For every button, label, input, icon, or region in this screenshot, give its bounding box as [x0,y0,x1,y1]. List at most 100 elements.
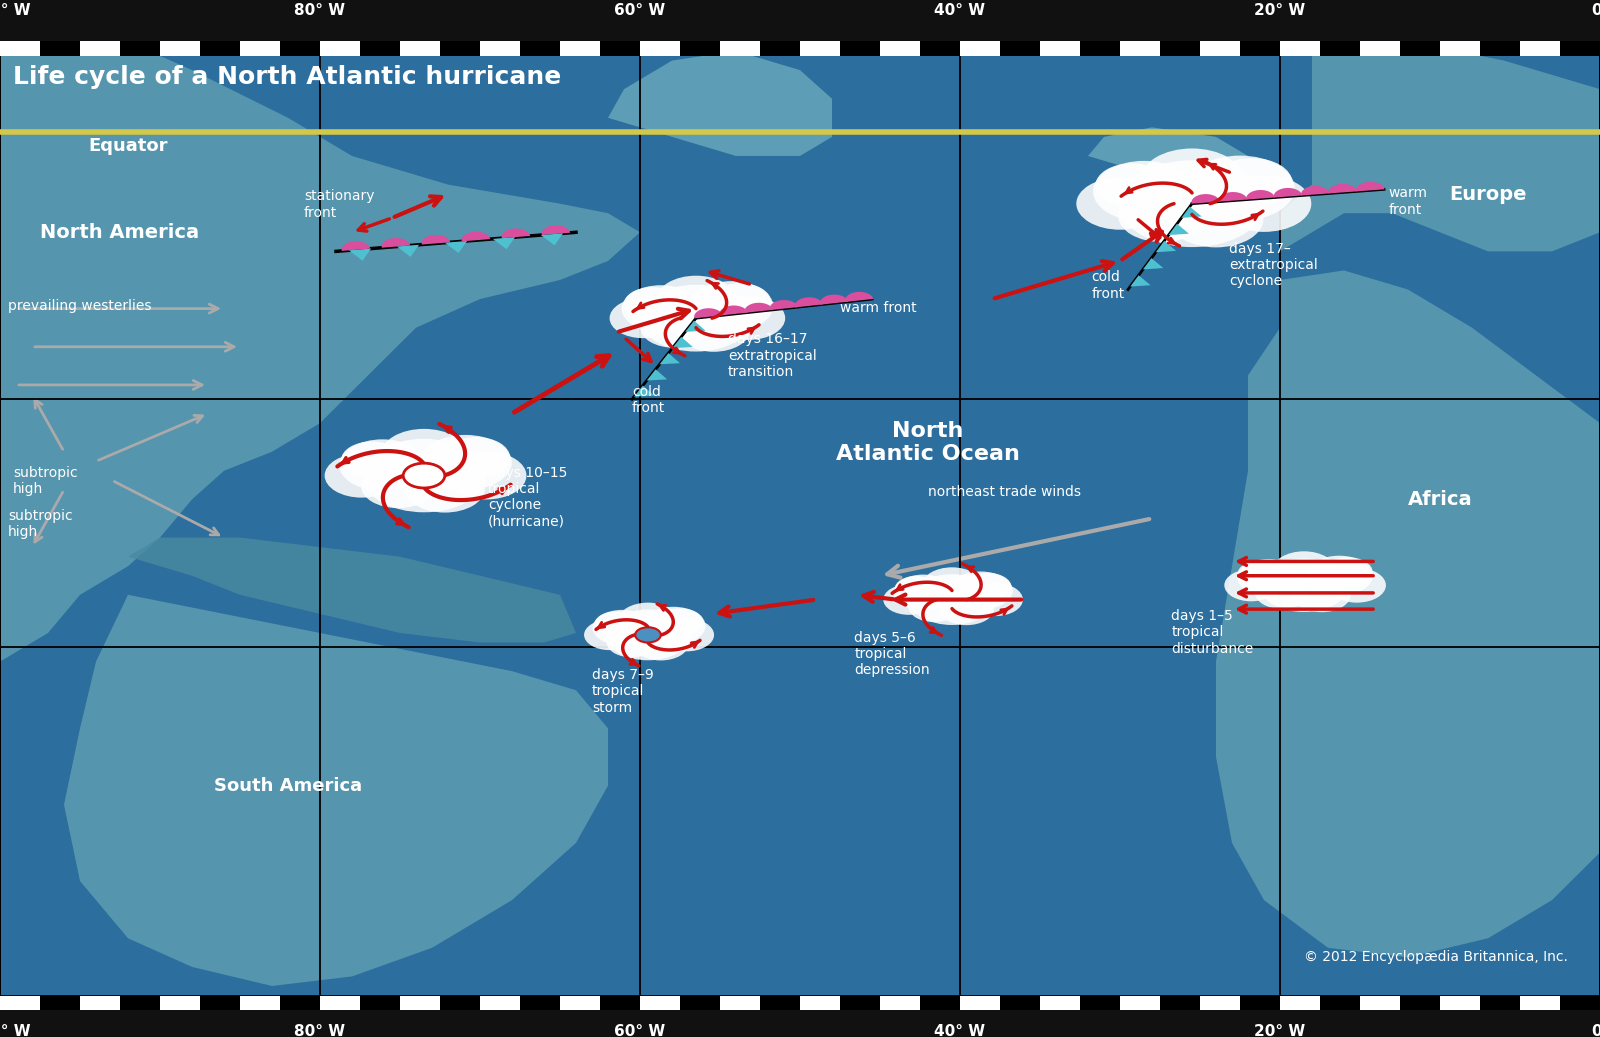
Text: North America: North America [40,223,200,242]
Bar [1400,41,1440,56]
Bar [80,996,120,1010]
Bar [1200,41,1240,56]
Circle shape [1328,568,1386,602]
Bar [1280,41,1320,56]
Text: Equator: Equator [88,138,168,156]
Text: South America: South America [214,777,362,794]
Bar [200,41,240,56]
Bar [360,41,400,56]
Circle shape [446,452,526,500]
Bar [560,41,600,56]
Polygon shape [445,241,467,253]
Polygon shape [1168,224,1189,235]
Text: cold
front: cold front [1091,271,1125,301]
Circle shape [381,429,467,480]
Circle shape [965,573,1011,600]
Polygon shape [694,308,723,318]
Polygon shape [422,234,450,245]
Polygon shape [672,337,693,348]
Circle shape [341,442,403,478]
Text: subtropic
high: subtropic high [8,509,72,539]
Bar [920,41,960,56]
Polygon shape [541,233,563,246]
Bar [40,41,80,56]
Polygon shape [1088,128,1248,175]
Polygon shape [1216,271,1600,957]
Polygon shape [1328,184,1357,194]
Circle shape [712,297,786,340]
Bar [1160,996,1200,1010]
Bar [520,41,560,56]
Circle shape [1293,578,1350,612]
Bar [1080,996,1120,1010]
Bar [600,41,640,56]
Circle shape [1120,161,1264,247]
Text: warm front: warm front [840,301,917,315]
Bar [880,41,920,56]
Text: Europe: Europe [1450,185,1526,203]
Polygon shape [64,595,608,986]
Bar [120,41,160,56]
Polygon shape [1274,188,1302,198]
Bar [320,41,360,56]
Circle shape [1118,190,1206,242]
Text: © 2012 Encyclopædia Britannica, Inc.: © 2012 Encyclopædia Britannica, Inc. [1304,950,1568,964]
Polygon shape [0,41,640,662]
Bar [1240,996,1280,1010]
Circle shape [1306,556,1373,596]
Bar [1080,41,1120,56]
Circle shape [1259,559,1349,612]
Circle shape [659,618,714,651]
Bar [1520,996,1560,1010]
Bar [1160,41,1200,56]
Bar [200,996,240,1010]
Circle shape [442,437,510,477]
Polygon shape [819,295,848,305]
Bar [680,41,720,56]
Bar [1360,996,1400,1010]
Circle shape [909,574,995,625]
Polygon shape [634,386,654,397]
Bar [720,996,760,1010]
Bar [240,41,280,56]
Bar [1440,996,1480,1010]
Bar [1120,41,1160,56]
Circle shape [1211,158,1293,205]
Text: 20° W: 20° W [1254,1025,1306,1037]
Bar [0,996,40,1010]
Bar [560,996,600,1010]
Bar [1240,41,1280,56]
Circle shape [1096,164,1168,206]
Circle shape [1238,560,1283,587]
Polygon shape [542,225,570,235]
Circle shape [640,308,707,347]
Bar [160,41,200,56]
Circle shape [640,285,752,352]
Circle shape [605,610,691,661]
Bar [1000,996,1040,1010]
Circle shape [909,592,960,622]
Text: warm
front: warm front [1389,187,1427,217]
Circle shape [949,571,1013,610]
Circle shape [1093,161,1195,222]
Bar [640,41,680,56]
Polygon shape [1181,206,1202,218]
Bar [1480,996,1520,1010]
Bar [320,996,360,1010]
Bar [920,996,960,1010]
Circle shape [621,285,701,332]
Text: 20° W: 20° W [1254,3,1306,18]
Text: 0°: 0° [1590,1025,1600,1037]
Circle shape [1077,177,1163,230]
Polygon shape [1192,194,1221,203]
Text: days 17–
extratropical
cyclone: days 17– extratropical cyclone [1229,242,1317,288]
Bar [80,41,120,56]
Bar [840,41,880,56]
Circle shape [610,298,677,338]
Text: cold
front: cold front [632,385,666,415]
Text: days 5–6
tropical
depression: days 5–6 tropical depression [854,632,930,677]
Bar [120,996,160,1010]
Bar [760,41,800,56]
Polygon shape [795,298,824,307]
Text: 80° W: 80° W [294,1025,346,1037]
